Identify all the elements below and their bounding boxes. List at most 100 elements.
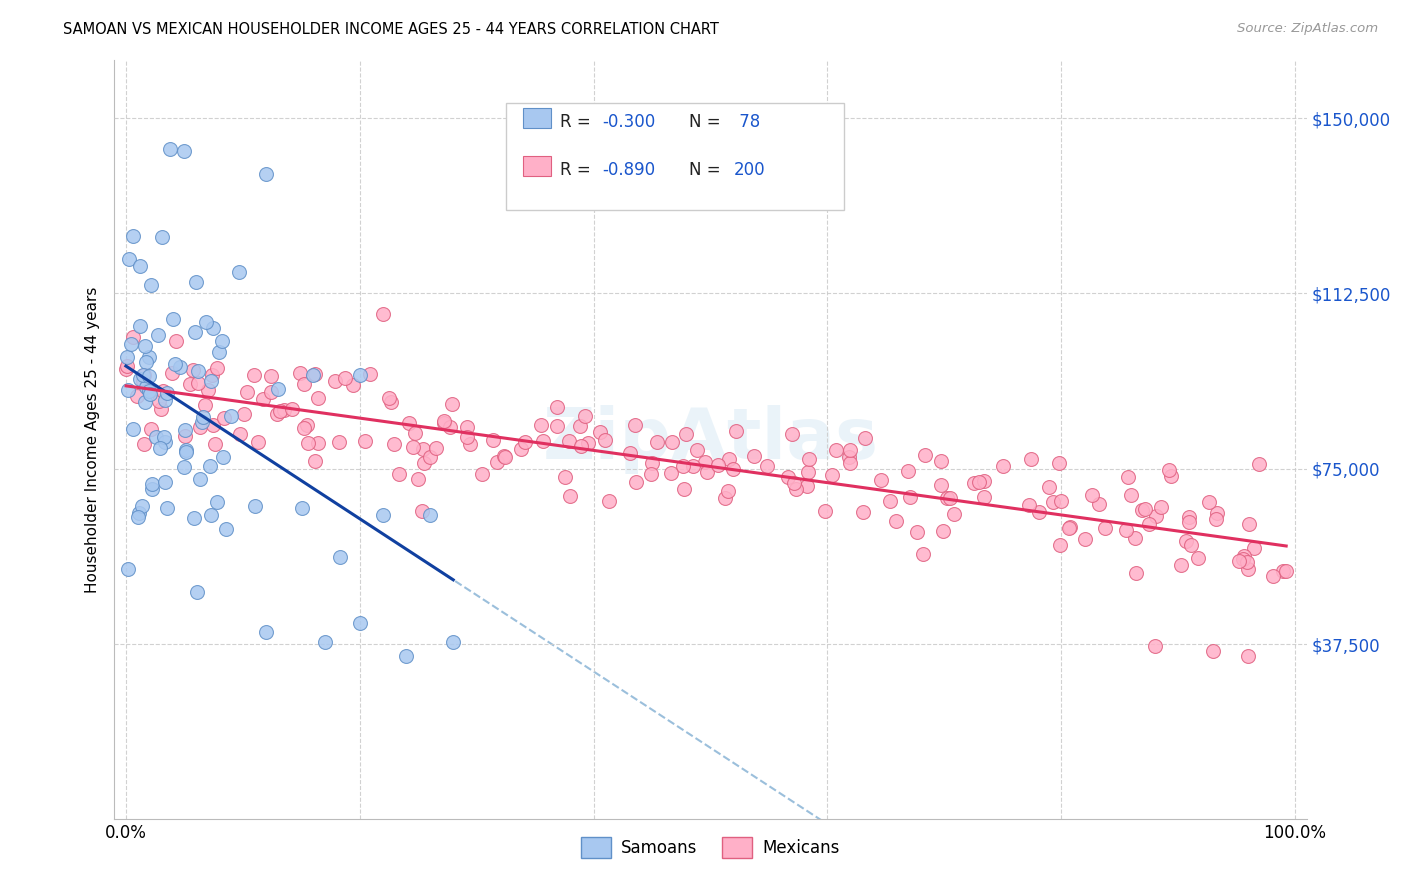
Point (153, 393, 176, 408)
Point (838, 450, 860, 464)
Point (173, 459, 195, 474)
Point (797, 466, 820, 480)
Point (693, 455, 716, 469)
Point (1249, 457, 1271, 471)
Point (208, 344, 231, 359)
Text: R =: R = (560, 113, 596, 131)
Point (380, 395, 402, 409)
Point (1205, 512, 1227, 526)
Point (973, 475, 995, 489)
Point (134, 394, 156, 409)
Point (796, 479, 818, 493)
Point (721, 462, 744, 476)
Point (290, 500, 312, 515)
Point (1018, 499, 1040, 513)
Point (675, 427, 697, 442)
Point (132, 368, 155, 382)
Point (1236, 555, 1258, 569)
Point (797, 452, 820, 467)
Point (929, 478, 952, 492)
Point (152, 230, 174, 244)
Point (593, 433, 616, 447)
Point (1119, 488, 1142, 502)
Point (1170, 558, 1192, 572)
Point (204, 437, 226, 451)
Point (188, 472, 211, 486)
Point (118, 252, 141, 266)
Point (682, 458, 704, 473)
Point (398, 417, 420, 431)
Point (1038, 480, 1060, 494)
Point (174, 429, 197, 443)
Point (482, 434, 505, 448)
Point (558, 434, 581, 449)
Point (1137, 517, 1160, 532)
Point (1087, 496, 1109, 510)
Point (991, 458, 1014, 473)
Point (1143, 640, 1166, 654)
Point (1047, 457, 1070, 471)
Point (254, 625, 277, 640)
Point (131, 500, 153, 514)
Text: 78: 78 (734, 113, 761, 131)
Point (314, 634, 336, 648)
Point (215, 522, 238, 536)
Text: Source: ZipAtlas.com: Source: ZipAtlas.com (1237, 22, 1378, 36)
Point (509, 442, 531, 456)
Point (174, 423, 197, 437)
Point (165, 357, 187, 371)
Point (1198, 494, 1220, 508)
Point (433, 416, 456, 430)
Point (402, 440, 425, 454)
Point (323, 374, 346, 388)
Point (342, 377, 364, 392)
Point (243, 499, 266, 513)
Point (378, 391, 401, 405)
Point (838, 443, 860, 458)
Point (1160, 469, 1182, 483)
Point (554, 470, 576, 484)
Point (134, 380, 156, 394)
Point (228, 265, 250, 279)
Point (254, 167, 277, 181)
Point (152, 384, 174, 398)
Point (485, 455, 508, 469)
Point (260, 384, 283, 399)
Point (494, 450, 516, 465)
Point (128, 506, 150, 520)
Point (156, 500, 179, 515)
Point (1237, 648, 1260, 663)
Point (1019, 451, 1042, 466)
Text: 200: 200 (734, 161, 765, 178)
Point (122, 229, 145, 244)
Point (1233, 549, 1256, 563)
Point (645, 434, 668, 449)
Point (515, 434, 537, 449)
Point (419, 508, 441, 523)
Point (273, 403, 295, 417)
Point (1187, 551, 1209, 566)
Point (853, 431, 876, 445)
Point (139, 422, 162, 436)
Point (411, 504, 433, 518)
Point (388, 467, 411, 482)
Point (219, 409, 242, 423)
Point (212, 450, 235, 464)
Point (138, 387, 160, 401)
Text: -0.300: -0.300 (602, 113, 655, 131)
Point (197, 383, 219, 397)
Point (742, 449, 765, 463)
Point (150, 401, 173, 416)
Point (707, 458, 730, 473)
Point (243, 368, 266, 383)
Point (776, 470, 799, 484)
Point (141, 477, 163, 491)
Point (1275, 564, 1298, 578)
Point (191, 415, 214, 429)
Point (571, 439, 593, 453)
Point (134, 437, 156, 451)
Point (530, 417, 553, 432)
Point (120, 337, 142, 351)
Point (304, 454, 326, 468)
Point (1175, 533, 1198, 548)
